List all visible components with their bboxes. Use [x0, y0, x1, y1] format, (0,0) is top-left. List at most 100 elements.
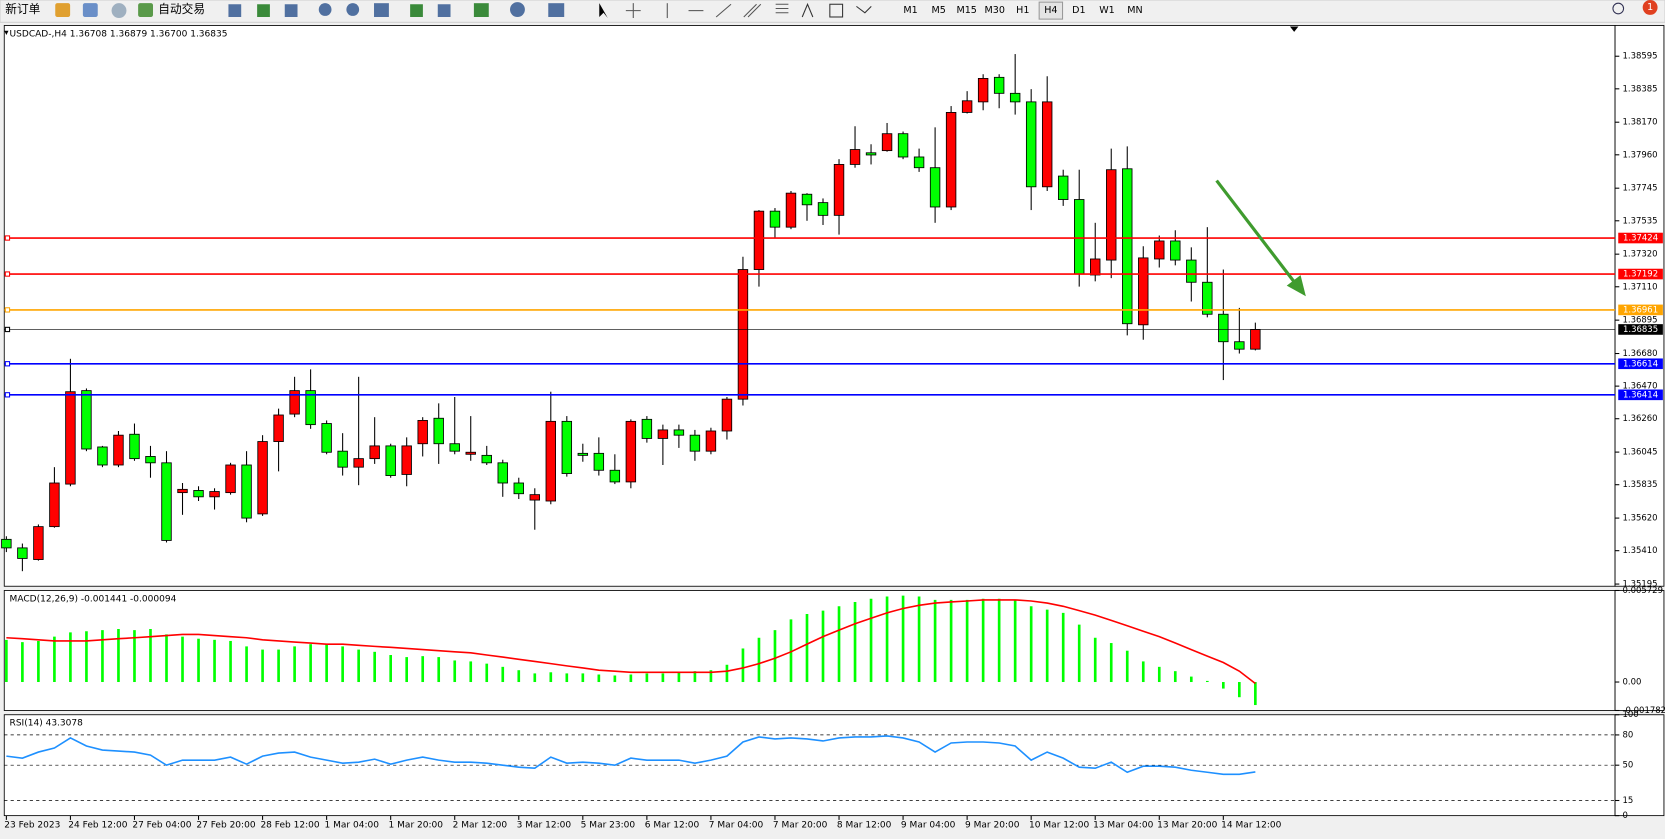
candle-body	[33, 526, 44, 560]
icon[interactable]	[437, 4, 451, 17]
icon[interactable]	[410, 4, 423, 17]
y-tick-label: 1.37535	[1622, 216, 1657, 226]
new-order-button[interactable]: 新订单	[5, 2, 40, 16]
rsi-line	[6, 735, 1256, 776]
y-tick-label: 100	[1622, 710, 1638, 720]
arrow-head	[1286, 275, 1306, 297]
notification-badge[interactable]	[1642, 0, 1658, 15]
icon[interactable]	[743, 3, 762, 18]
y-tick-label: 1.38170	[1622, 118, 1657, 128]
candle-body	[513, 482, 524, 495]
candle-body	[945, 112, 957, 208]
icon[interactable]	[318, 3, 332, 16]
candle-body	[849, 149, 861, 165]
timeframe-button[interactable]: M30	[985, 5, 1005, 16]
chart-panel: 1.38595 1.38385 1.38170 1.37960 1.37745 1.375…	[1, 25, 1665, 590]
x-tick-label: 8 Mar 12:00	[837, 821, 892, 831]
icon[interactable]	[374, 3, 389, 17]
chart-panel: 100 80 50 15 0 RSI(14) 43.3078	[3, 710, 1665, 821]
candle-body	[977, 78, 989, 103]
timeframe-button[interactable]: MN	[1127, 5, 1142, 16]
candle-body	[1138, 257, 1149, 326]
active-timeframe	[1038, 1, 1064, 20]
candle-body	[1, 538, 12, 549]
candle-body	[737, 269, 749, 400]
icon[interactable]	[715, 3, 732, 18]
candle-body	[625, 420, 637, 483]
x-tick-label: 7 Mar 20:00	[773, 821, 828, 831]
auto-trading-button[interactable]: 自动交易	[158, 2, 205, 16]
candle-body	[689, 434, 701, 452]
price-label: 1.36835	[1623, 325, 1658, 335]
x-tick-label: 27 Feb 20:00	[196, 821, 255, 831]
timeframe-button[interactable]: H1	[1016, 5, 1029, 16]
x-tick-label: 13 Mar 04:00	[1093, 821, 1153, 831]
candle-body	[1202, 281, 1213, 315]
candle-body	[225, 464, 236, 494]
price-label: 1.37192	[1623, 270, 1658, 280]
x-tick-label: 1 Mar 20:00	[389, 821, 444, 831]
y-tick-label: 1.37745	[1622, 184, 1657, 194]
candle-body	[49, 482, 60, 528]
candle-body	[593, 452, 605, 471]
icon[interactable]	[111, 3, 127, 19]
icon[interactable]	[801, 2, 814, 18]
price-label: 1.36614	[1623, 359, 1658, 369]
candle-body	[17, 547, 28, 559]
candle-body	[81, 390, 92, 450]
icon[interactable]	[284, 4, 298, 17]
icon[interactable]	[510, 2, 525, 17]
x-tick-label: 27 Feb 04:00	[132, 821, 191, 831]
timeframe-button[interactable]: M15	[957, 5, 977, 16]
candle-body	[129, 433, 140, 460]
icon[interactable]	[775, 3, 789, 14]
y-tick-label: 1.36470	[1622, 382, 1657, 392]
icon[interactable]	[856, 5, 872, 14]
timeframe-button[interactable]: H4	[1044, 5, 1057, 16]
panel-title: RSI(14) 43.3078	[10, 719, 84, 729]
timeframe-button[interactable]: M1	[903, 5, 917, 16]
icon[interactable]	[473, 3, 489, 17]
search-icon[interactable]	[1612, 2, 1625, 15]
candle-body	[961, 100, 973, 113]
icon[interactable]	[548, 3, 565, 17]
timeframe-button[interactable]: M5	[931, 5, 945, 16]
price-label-bg	[1618, 268, 1663, 280]
candle-body	[369, 445, 380, 460]
price-label: 1.36414	[1623, 390, 1658, 400]
y-tick-label: 1.35410	[1622, 546, 1657, 556]
icon[interactable]	[346, 3, 360, 16]
candle-body	[209, 491, 220, 498]
icon[interactable]	[82, 3, 98, 17]
icon[interactable]	[625, 3, 641, 19]
y-tick-label: 1.38595	[1622, 52, 1657, 62]
candle-body	[577, 452, 589, 456]
candle-body	[417, 420, 428, 445]
icon[interactable]	[829, 3, 844, 18]
y-tick-label: 1.35835	[1622, 480, 1657, 490]
y-tick-label: 1.36045	[1622, 448, 1657, 458]
candle-body	[1025, 101, 1037, 188]
y-tick-label: 1.37960	[1622, 150, 1657, 160]
candle-body	[1057, 175, 1069, 200]
candle-body	[481, 454, 492, 464]
candle-body	[641, 418, 653, 439]
candle-body	[753, 210, 765, 270]
y-tick-label: 1.37110	[1622, 282, 1657, 292]
x-tick-label: 5 Mar 23:00	[581, 821, 636, 831]
candle-body	[1090, 258, 1101, 276]
candle-body	[465, 451, 476, 455]
toolbar: 新订单 自动交易	[0, 0, 1665, 23]
timeframe-button[interactable]: W1	[1099, 5, 1115, 16]
candle-body	[449, 443, 460, 452]
icon[interactable]	[228, 4, 242, 17]
candle-body	[1154, 240, 1165, 260]
icon[interactable]	[138, 3, 154, 17]
candle-body	[385, 445, 396, 476]
icon[interactable]	[55, 3, 71, 17]
timeframe-button[interactable]: D1	[1072, 5, 1085, 16]
panel-title: MACD(12,26,9) -0.001441 -0.000094	[10, 594, 177, 604]
icon[interactable]	[257, 4, 270, 17]
